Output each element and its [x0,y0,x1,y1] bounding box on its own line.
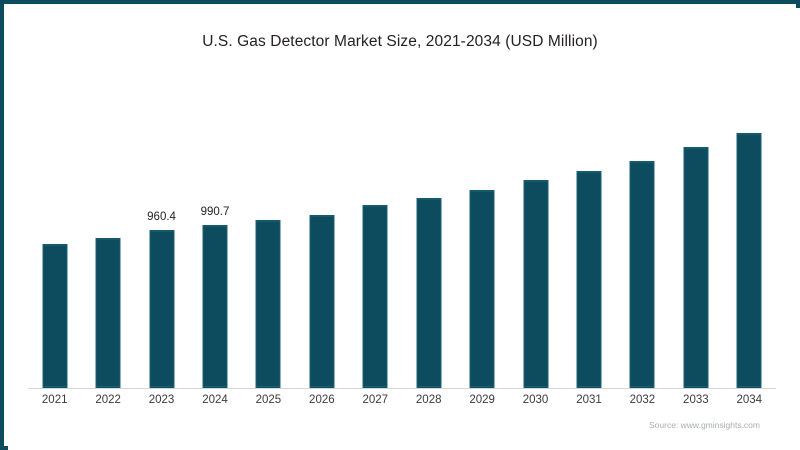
x-tick-label: 2033 [683,394,709,406]
x-tick-label: 2026 [309,394,335,406]
bar[interactable] [469,190,495,389]
x-tick-label: 2027 [362,394,389,406]
bar[interactable] [523,180,549,389]
x-tick-label: 2021 [41,394,68,406]
bar[interactable] [362,205,388,389]
bar[interactable] [95,237,121,389]
x-tick-label: 2025 [255,394,282,406]
bar-slot [81,82,134,389]
bar-series: 960.4 990.7 [28,82,776,389]
bar-value-label: 960.4 [147,210,176,223]
bar[interactable] [629,161,655,389]
bar[interactable] [149,229,175,389]
chart-canvas: U.S. Gas Detector Market Size, 2021-2034… [7,7,793,443]
bar-value-label: 990.7 [200,205,230,218]
bar[interactable] [42,243,68,389]
bar-slot [455,82,508,389]
bar-slot: 990.7 [188,82,241,389]
bar[interactable] [309,214,335,389]
bar[interactable] [736,133,762,389]
bar-slot [242,82,295,389]
bar[interactable] [576,171,602,389]
x-tick-label: 2031 [576,394,602,406]
bar[interactable] [255,219,281,389]
chart-title: U.S. Gas Detector Market Size, 2021-2034… [202,33,598,50]
bar-slot [616,82,669,389]
x-tick-label: 2034 [736,394,763,406]
bar[interactable] [683,147,709,389]
x-tick-label: 2023 [148,394,175,406]
x-tick-label: 2030 [522,394,549,406]
bar-slot [509,82,562,389]
bar[interactable] [202,224,228,389]
source-caption: Source: www.gminsights.com [648,420,760,430]
bar-slot: 960.4 [135,82,188,389]
x-tick-label: 2024 [202,394,228,406]
bar-slot [723,82,776,389]
x-tick-label: 2032 [629,394,656,406]
bar-slot [402,82,455,389]
bar[interactable] [416,198,442,389]
bar-slot [349,82,402,389]
x-tick-label: 2022 [95,394,121,406]
x-axis-line [28,388,776,389]
x-axis-tick-labels: 2021 2022 2023 2024 2025 2026 2027 2028 2029 2030… [28,394,776,412]
x-tick-label: 2029 [469,394,495,406]
bar-slot [295,82,348,389]
plot-area: 960.4 990.7 [28,82,776,389]
bar-slot [28,82,81,389]
bar-slot [669,82,722,389]
x-tick-label: 2028 [415,394,442,406]
bar-slot [562,82,615,389]
